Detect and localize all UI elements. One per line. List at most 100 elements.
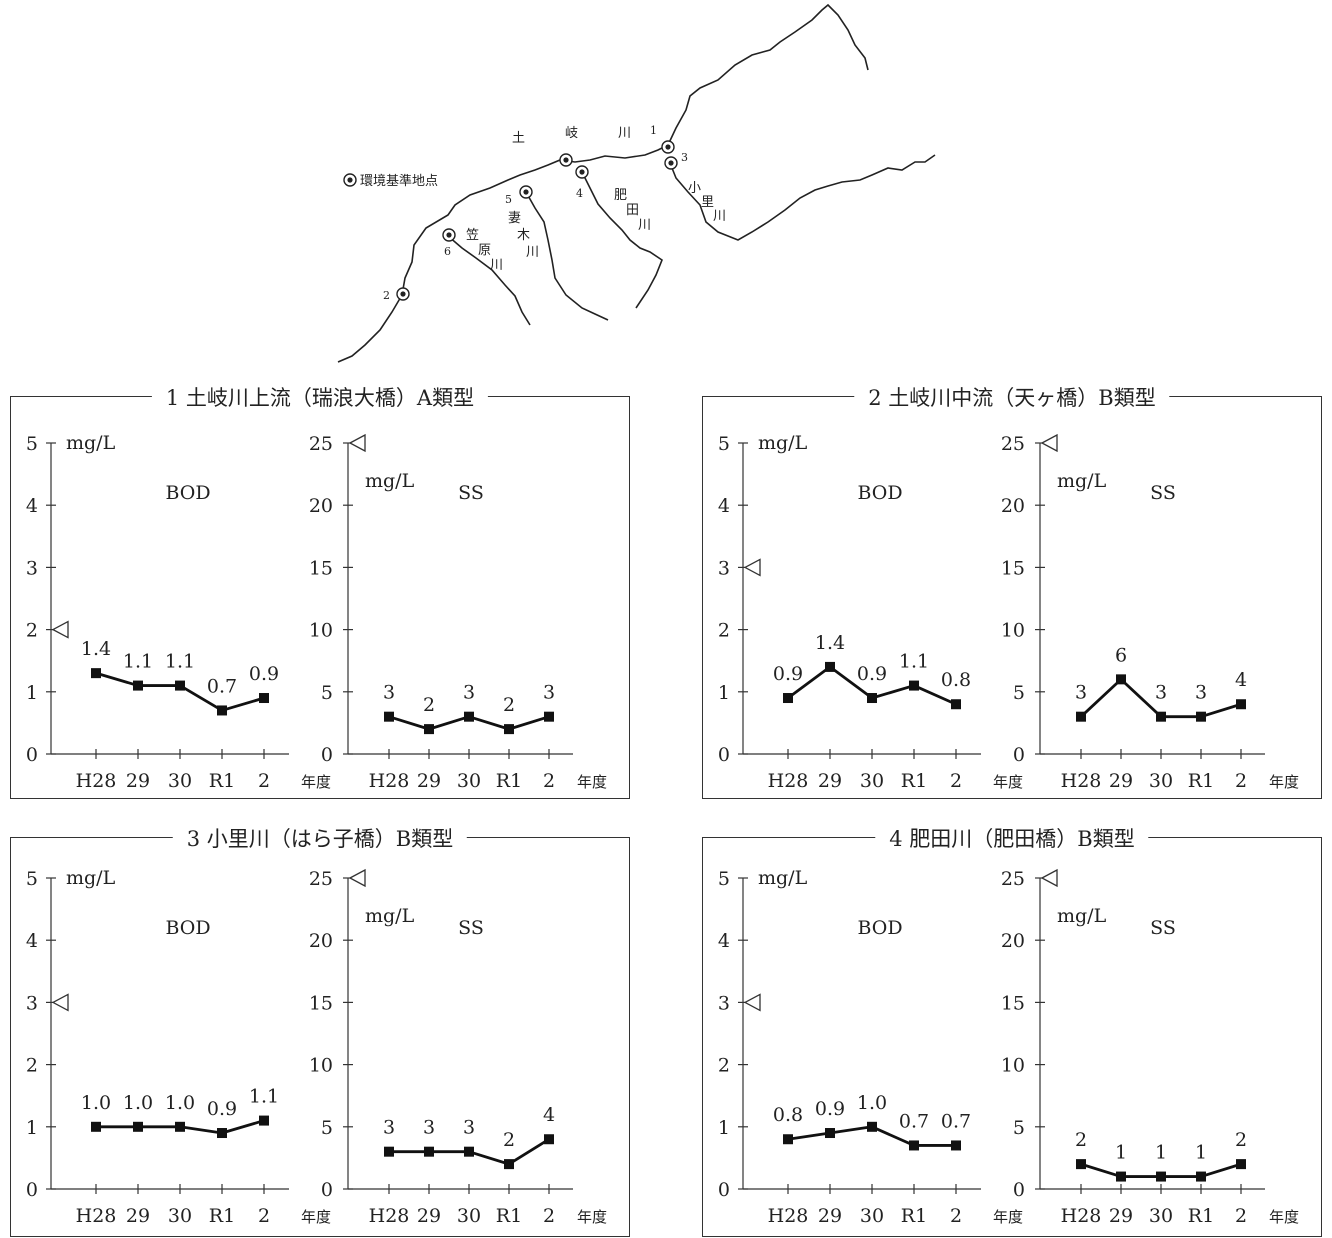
data-label: 2 [1235,1129,1247,1151]
data-label: 6 [1115,644,1127,666]
data-label: 3 [383,1117,395,1139]
data-point [867,1121,877,1132]
ori-label-1: 小 [688,181,701,196]
y-axis-unit: mg/L [1057,470,1107,492]
station-number-3: 3 [681,151,688,164]
data-label: 0.9 [857,663,887,685]
kasahara-label-3: 川 [490,258,503,273]
panel-title: 1 土岐川上流（瑞浪大橋）A類型 [151,382,489,412]
data-point [1116,674,1126,685]
data-point [91,1121,101,1132]
y-tick-label: 20 [1001,930,1025,952]
x-tick-label: 29 [126,770,150,792]
data-label: 0.8 [773,1104,803,1126]
data-point [464,711,474,722]
data-point [1076,1159,1086,1170]
data-label: 3 [1075,682,1087,704]
data-label: 3 [463,682,475,704]
x-tick-label: R1 [1188,770,1214,792]
x-tick-label: 30 [1149,1205,1173,1227]
series-title: SS [458,482,484,504]
toki-label-1: 土 [512,131,525,146]
y-tick-label: 25 [1001,868,1025,890]
x-tick-label: 2 [950,770,962,792]
y-tick-label: 20 [309,495,333,517]
data-label: 3 [383,682,395,704]
toki-river-line [337,3,869,363]
data-point [424,1146,434,1157]
x-tick-label: R1 [901,770,927,792]
chart-bod: 0 1 2 3 4 5 H28 29 30 R1 2 年度 mg/L BOD 0.8 0.9 1.0 0.7 0.7 [718,867,1023,1227]
data-point [424,724,434,735]
panel-toki-upper: 1 土岐川上流（瑞浪大橋）A類型 0 1 2 3 4 5 H28 29 30 R1 2 年度 mg/L B… [10,382,630,799]
data-label: 0.7 [207,675,237,697]
standard-marker [743,558,761,577]
kasahara-label-2: 原 [478,243,491,258]
x-axis-unit: 年度 [993,1208,1023,1226]
x-tick-label: R1 [209,1205,235,1227]
hida-label-3: 川 [638,218,651,233]
data-point [909,680,919,691]
series-title: BOD [857,917,902,939]
data-label: 1.1 [899,651,929,673]
data-label: 1.4 [815,632,845,654]
x-axis-unit: 年度 [577,1208,607,1226]
x-tick-label: R1 [496,1205,522,1227]
data-point [504,724,514,735]
x-tick-label: R1 [901,1205,927,1227]
x-tick-label: 2 [1235,770,1247,792]
data-label: 1.1 [123,651,153,673]
data-point [217,705,227,716]
x-tick-label: H28 [1061,1205,1102,1227]
data-point [909,1140,919,1151]
x-tick-label: 29 [126,1205,150,1227]
data-point [783,1134,793,1145]
kasahara-river-line [447,235,531,326]
y-tick-label: 0 [321,744,333,766]
data-label: 2 [423,694,435,716]
y-tick-label: 0 [321,1179,333,1201]
y-tick-label: 15 [309,992,333,1014]
chart-ss: 0 5 10 15 20 25 H28 29 30 R1 2 年度 mg/L SS 3 3 3 2 4 [309,868,607,1227]
x-tick-label: 30 [1149,770,1173,792]
chart-panel-4: 0 1 2 3 4 5 H28 29 30 R1 2 年度 mg/L BOD 0.8 0.9 1.0 0.7 0.7… [718,867,1299,1227]
y-tick-label: 2 [718,620,730,642]
y-tick-label: 1 [26,1117,38,1139]
y-tick-label: 5 [1013,1117,1025,1139]
data-label: 0.7 [941,1110,971,1132]
toki-label-3: 川 [618,126,631,141]
ori-label-3: 川 [713,209,726,224]
station-number-4: 4 [576,187,583,200]
x-axis-unit: 年度 [577,773,607,791]
y-tick-label: 0 [718,744,730,766]
y-tick-label: 4 [718,495,730,517]
y-tick-label: 4 [26,495,38,517]
x-tick-label: H28 [768,770,809,792]
standard-marker [1040,433,1058,453]
series-title: BOD [165,917,210,939]
y-tick-label: 25 [309,868,333,890]
chart-ss: 0 5 10 15 20 25 H28 29 30 R1 2 年度 mg/L SS 3 6 3 3 4 [1001,433,1299,792]
river-map: 環境基準地点 1 2 3 4 5 6 土 岐 川 小 里 川 肥 田 川 妻 木… [337,3,936,363]
chart-bod: 0 1 2 3 4 5 H28 29 30 R1 2 年度 mg/L BOD 1.0 1.0 1.0 0.9 1.1 [26,867,331,1227]
series-title: BOD [857,482,902,504]
y-tick-label: 1 [718,1117,730,1139]
x-tick-label: 30 [168,770,192,792]
station-number-1: 1 [650,124,657,137]
data-point [133,680,143,691]
series-title: SS [458,917,484,939]
y-tick-label: 3 [26,992,38,1014]
data-label: 2 [503,1129,515,1151]
y-tick-label: 3 [718,557,730,579]
data-label: 3 [463,1117,475,1139]
x-tick-label: 29 [1109,1205,1133,1227]
y-tick-label: 25 [309,433,333,455]
data-label: 4 [1235,669,1247,691]
map-legend-label: 環境基準地点 [360,173,438,189]
data-point [259,693,269,704]
standard-marker [743,993,761,1012]
standard-marker [1040,868,1058,888]
y-tick-label: 2 [718,1055,730,1077]
y-tick-label: 5 [26,868,38,890]
